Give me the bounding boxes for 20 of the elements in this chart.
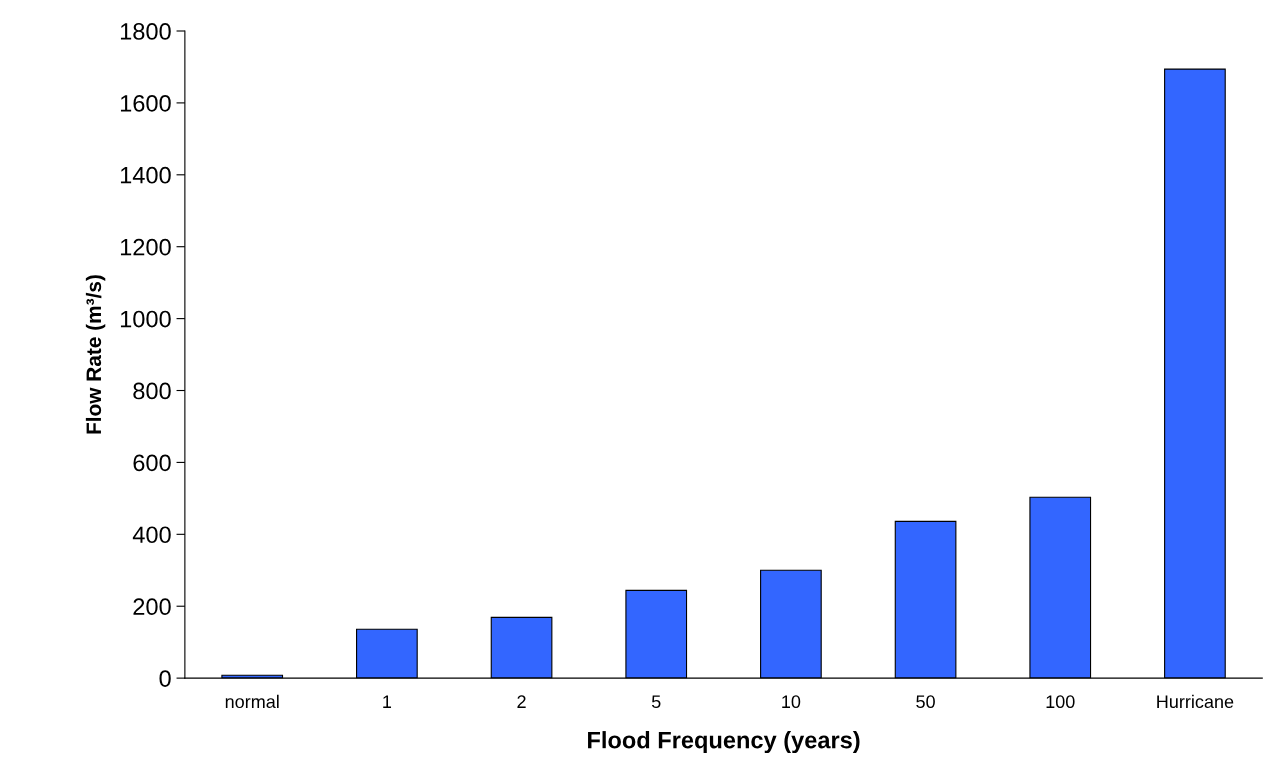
y-tick-label: 400 [132,526,171,544]
x-tick-label: 1 [383,695,392,708]
x-tick-label: 10 [782,695,801,709]
y-tick-label: 1600 [120,94,171,112]
y-tick-label: 1000 [120,310,171,328]
y-tick-label: 0 [159,670,171,687]
y-tick-label: 1200 [120,238,171,256]
x-tick-label: 2 [517,695,526,708]
y-tick-label: 600 [133,454,171,472]
y-tick-label: 1400 [120,166,171,184]
y-tick-label: 1800 [120,23,171,40]
x-tick-label: normal [225,694,279,709]
y-axis-title: Flow Rate (m³/s) [85,275,106,434]
y-tick-label: 200 [133,598,171,616]
x-axis-title: Flood Frequency (years) [588,731,860,754]
x-tick-label: 5 [651,695,661,709]
x-tick-label: 100 [1046,695,1075,709]
x-tick-label: 50 [916,695,935,709]
x-tick-label: Hurricane [1157,694,1234,709]
y-tick-label: 800 [133,382,171,400]
